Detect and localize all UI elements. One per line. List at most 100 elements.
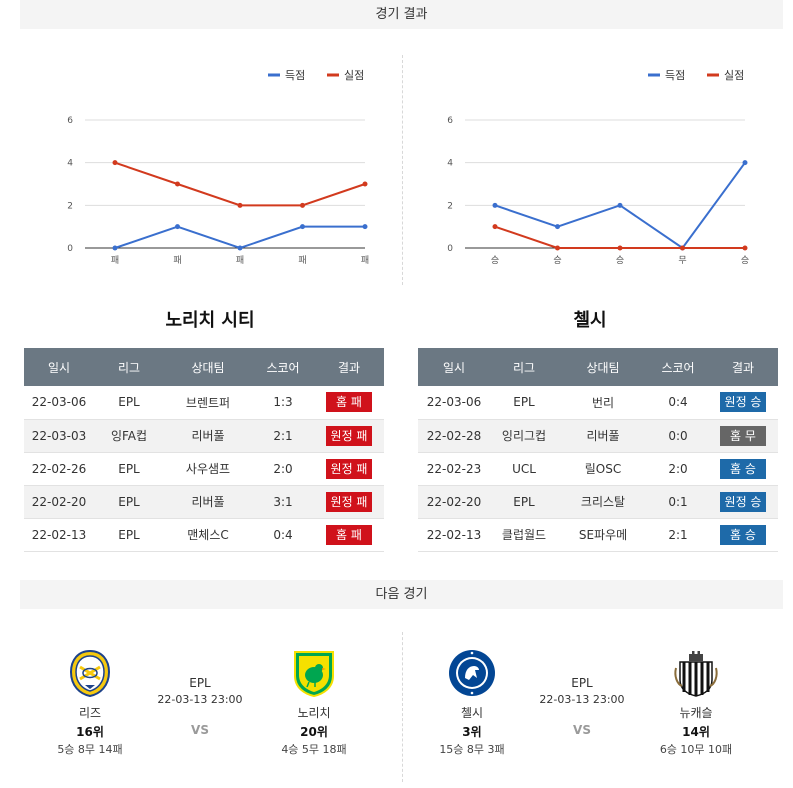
- data-point: [680, 245, 685, 251]
- data-point: [362, 224, 368, 230]
- cell-date: 22-02-26: [24, 452, 94, 486]
- away-team[interactable]: 노리치 20위 4승 5무 18패: [254, 648, 374, 757]
- x-tick-label: 승: [616, 255, 624, 266]
- cell-result: 원정 패: [314, 419, 384, 453]
- legend-label-scored: 득점: [285, 69, 305, 82]
- cell-score: 2:0: [648, 452, 708, 486]
- norwich-line-chart: 0 2 4 6 패 패 패 패 패 득점 실점: [67, 69, 369, 266]
- chelsea-crest-icon: [449, 650, 495, 696]
- y-tick-label: 0: [67, 244, 73, 254]
- col-league-header: 리그: [490, 348, 558, 386]
- chelsea-title: 첼시: [573, 310, 607, 331]
- cell-result: 원정 패: [314, 485, 384, 519]
- data-point: [237, 202, 243, 208]
- x-tick-label: 무: [678, 255, 686, 266]
- data-point: [617, 245, 623, 251]
- norwich-results-table: 일시 리그 상대팀 스코어 결과 22-03-06 EPL 브렌트퍼 1:3 홈 패 22…: [24, 348, 384, 552]
- home-team[interactable]: 첼시 3위 15승 8무 3패: [412, 648, 532, 757]
- table-header-row: 일시 리그 상대팀 스코어 결과: [418, 348, 778, 386]
- col-score-header: 스코어: [252, 348, 314, 386]
- cell-opponent: 사우샘프: [164, 452, 252, 486]
- x-tick-label: 패: [298, 255, 306, 266]
- y-tick-label: 6: [67, 116, 73, 126]
- cell-score: 2:0: [252, 452, 314, 486]
- cell-score: 0:4: [648, 386, 708, 420]
- legend-label-conceded: 실점: [344, 69, 364, 82]
- home-team[interactable]: 리즈 16위 5승 8무 14패: [30, 648, 150, 757]
- x-tick-label: 패: [236, 255, 244, 266]
- cell-league: 클럽월드: [490, 518, 558, 552]
- match-datetime: 22-03-13 23:00: [157, 693, 243, 706]
- cell-date: 22-02-23: [418, 452, 490, 486]
- cell-date: 22-02-13: [24, 518, 94, 552]
- table-row: 22-03-06 EPL 번리 0:4 원정 승: [418, 386, 778, 420]
- cell-date: 22-02-20: [24, 485, 94, 519]
- data-point: [555, 245, 560, 251]
- match-league: EPL: [189, 676, 211, 690]
- x-tick-label: 패: [111, 255, 119, 266]
- team-name: 리즈: [78, 706, 102, 720]
- table-row: 22-02-13 클럽월드 SE파우메 2:1 홈 승: [418, 518, 778, 552]
- x-tick-label: 승: [741, 255, 749, 266]
- result-badge: 원정 패: [326, 491, 372, 512]
- data-point: [492, 202, 498, 208]
- cell-score: 2:1: [252, 419, 314, 453]
- series-line-conceded: [114, 161, 366, 207]
- result-badge: 홈 승: [720, 524, 766, 545]
- team-record: 15승 8무 3패: [439, 743, 505, 756]
- cell-league: EPL: [94, 386, 164, 420]
- result-badge: 홈 무: [720, 425, 766, 446]
- data-point: [300, 224, 305, 230]
- cell-league: EPL: [490, 386, 558, 420]
- cell-opponent: 브렌트퍼: [164, 386, 252, 420]
- cell-league: EPL: [490, 485, 558, 519]
- series-line-conceded: [494, 225, 745, 249]
- cell-result: 홈 승: [708, 452, 778, 486]
- cell-league: 잉리그컵: [490, 419, 558, 453]
- y-tick-label: 2: [67, 201, 73, 211]
- cell-opponent: 크리스탈: [558, 485, 648, 519]
- match-league: EPL: [571, 676, 593, 690]
- y-tick-label: 2: [447, 201, 453, 211]
- match-info: EPL 22-03-13 23:00 VS: [522, 676, 642, 737]
- team-rank: 16위: [76, 725, 104, 739]
- cell-result: 원정 승: [708, 386, 778, 420]
- team-rank: 3위: [462, 725, 482, 739]
- col-result-header: 결과: [314, 348, 384, 386]
- y-tick-label: 0: [447, 244, 453, 254]
- cell-date: 22-03-06: [418, 386, 490, 420]
- table-row: 22-02-20 EPL 리버풀 3:1 원정 패: [24, 485, 384, 519]
- cell-score: 0:0: [648, 419, 708, 453]
- cell-score: 2:1: [648, 518, 708, 552]
- col-league-header: 리그: [94, 348, 164, 386]
- col-opponent-header: 상대팀: [558, 348, 648, 386]
- data-point: [300, 202, 305, 208]
- col-opponent-header: 상대팀: [164, 348, 252, 386]
- vs-label: VS: [191, 723, 209, 737]
- cell-date: 22-02-20: [418, 485, 490, 519]
- cell-league: EPL: [94, 518, 164, 552]
- newcastle-crest-icon: [674, 651, 718, 697]
- data-point: [175, 181, 180, 187]
- cell-date: 22-03-06: [24, 386, 94, 420]
- result-badge: 홈 승: [720, 458, 766, 479]
- team-record: 5승 8무 14패: [57, 743, 123, 756]
- norwich-title: 노리치 시티: [165, 310, 255, 331]
- cell-score: 0:4: [252, 518, 314, 552]
- next-match-leeds-norwich: 리즈 16위 5승 8무 14패 EPL 22-03-13 23:00 VS 노…: [30, 648, 370, 758]
- match-info: EPL 22-03-13 23:00 VS: [140, 676, 260, 737]
- cell-score: 1:3: [252, 386, 314, 420]
- results-section-header: 경기 결과: [20, 0, 783, 29]
- away-team[interactable]: 뉴캐슬 14위 6승 10무 10패: [636, 648, 756, 757]
- data-point: [112, 160, 118, 166]
- cell-result: 홈 패: [314, 518, 384, 552]
- data-point: [237, 245, 243, 251]
- table-row: 22-02-23 UCL 릴OSC 2:0 홈 승: [418, 452, 778, 486]
- cell-opponent: 리버풀: [164, 419, 252, 453]
- charts-divider: [402, 55, 403, 285]
- data-point: [617, 202, 623, 208]
- data-point: [742, 245, 748, 251]
- cell-opponent: 릴OSC: [558, 452, 648, 486]
- x-tick-label: 패: [173, 255, 181, 266]
- cell-score: 0:1: [648, 485, 708, 519]
